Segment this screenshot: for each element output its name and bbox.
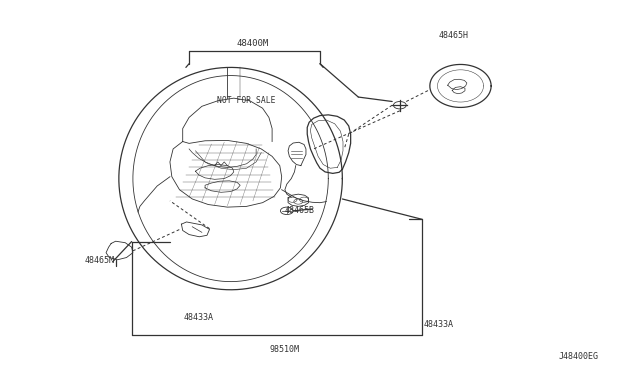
Text: J48400EG: J48400EG xyxy=(559,352,598,361)
Text: 48400M: 48400M xyxy=(237,39,269,48)
Text: 48465B: 48465B xyxy=(285,206,315,215)
Text: 48433A: 48433A xyxy=(423,321,453,330)
Text: 48433A: 48433A xyxy=(184,313,214,322)
Text: 48465H: 48465H xyxy=(438,31,468,41)
Text: 48465M: 48465M xyxy=(84,256,115,264)
Text: 98510M: 98510M xyxy=(270,345,300,354)
Text: NOT FOR SALE: NOT FOR SALE xyxy=(218,96,276,105)
